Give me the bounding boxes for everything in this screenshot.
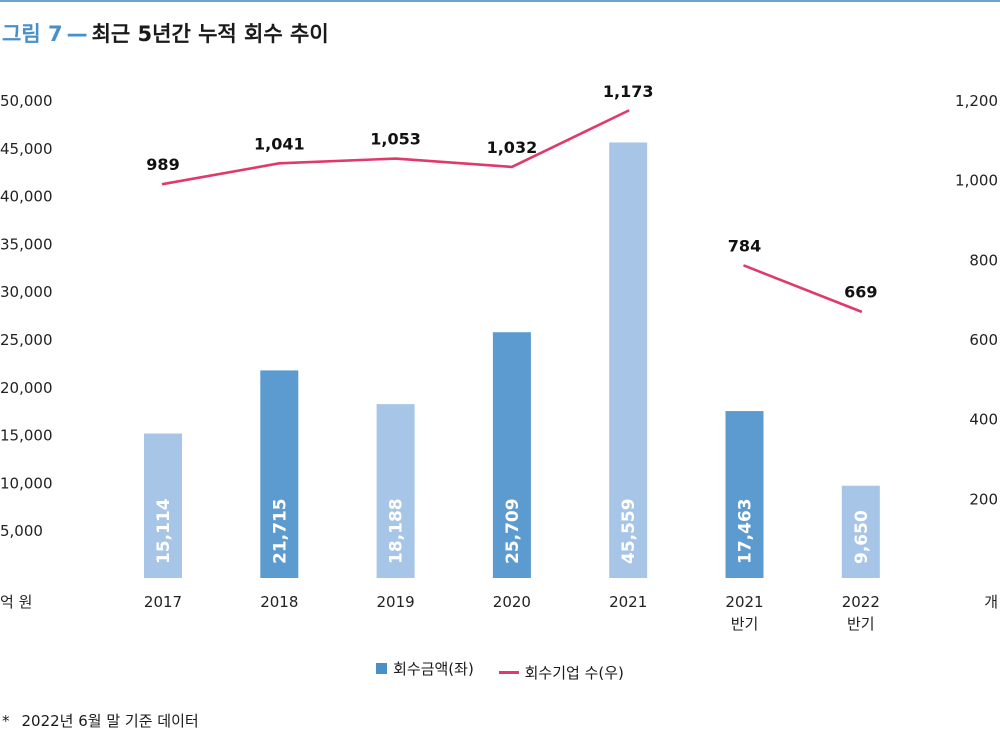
footnote: * 2022년 6월 말 기준 데이터 [2, 710, 199, 731]
x-tick-label: 2020 [493, 593, 531, 611]
legend-line-label: 회수기업 수(우) [524, 664, 624, 682]
x-tick-label: 2021 [725, 593, 763, 611]
right-axis-tick-label: 800 [969, 251, 998, 269]
x-tick-label: 반기 [731, 615, 759, 633]
figure-label: 그림 7 [2, 22, 63, 46]
bar [144, 433, 182, 578]
x-tick-label: 2019 [377, 593, 415, 611]
right-axis-tick-label: 400 [969, 411, 998, 429]
right-axis-tick-label: 200 [969, 490, 998, 508]
line-value-label: 1,173 [603, 82, 654, 101]
left-axis-unit: 억 원 [0, 593, 32, 611]
x-tick-label: 2021 [609, 593, 647, 611]
bar [376, 404, 415, 578]
left-axis-tick-label: 45,000 [0, 140, 53, 158]
line-value-label: 1,041 [254, 134, 305, 153]
left-axis-tick-label: 10,000 [0, 474, 53, 492]
top-rule [0, 0, 1000, 2]
legend-bar-label: 회수금액(좌) [393, 660, 474, 678]
bar-value-label: 17,463 [736, 498, 756, 564]
figure-title: 그림 7— 최근 5년간 누적 회수 추이 [2, 18, 329, 48]
legend-item-line: 회수기업 수(우) [498, 662, 624, 683]
bar-value-label: 25,709 [503, 498, 523, 564]
footnote-mark: * [2, 712, 10, 730]
line-value-label: 1,032 [487, 138, 538, 157]
bar-value-label: 45,559 [619, 498, 639, 564]
bar [609, 142, 648, 578]
line-value-label: 669 [844, 283, 877, 302]
legend-item-bar: 회수금액(좌) [376, 658, 474, 679]
right-axis-tick-label: 1,200 [955, 92, 998, 110]
x-tick-label: 반기 [847, 615, 875, 633]
bar-value-label: 18,188 [387, 498, 407, 564]
bar [725, 411, 764, 578]
bar-value-label: 9,650 [852, 510, 872, 564]
line-series-segment [743, 264, 863, 313]
left-axis-tick-label: 5,000 [0, 522, 43, 540]
legend-line-swatch [498, 671, 519, 674]
chart-canvas: 5,000 10,000 15,000 20,000 25,000 30,000 35,00… [0, 82, 998, 633]
right-axis-tick-label: 1,000 [955, 172, 998, 190]
line-value-label: 1,053 [370, 130, 421, 149]
bar-value-label: 21,715 [270, 498, 290, 564]
x-tick-label: 2018 [260, 593, 298, 611]
left-axis-tick-label: 15,000 [0, 427, 53, 445]
left-axis-tick-label: 20,000 [0, 379, 53, 397]
left-axis-tick-label: 40,000 [0, 188, 53, 206]
figure-title-text: 최근 5년간 누적 회수 추이 [91, 22, 329, 46]
left-axis-tick-label: 25,000 [0, 331, 53, 349]
line-value-label: 784 [728, 237, 761, 256]
chart-legend: 회수금액(좌) 회수기업 수(우) [0, 658, 1000, 683]
title-dash: — [66, 22, 88, 46]
x-tick-label: 2017 [144, 593, 182, 611]
left-axis-tick-label: 35,000 [0, 235, 53, 253]
x-tick-label: 2022 [842, 593, 880, 611]
legend-bar-swatch [376, 663, 388, 674]
line-value-label: 989 [146, 155, 179, 174]
bar-value-label: 15,114 [154, 498, 174, 564]
footnote-text: 2022년 6월 말 기준 데이터 [21, 712, 199, 730]
right-axis-tick-label: 600 [969, 331, 998, 349]
left-axis-tick-label: 50,000 [0, 92, 53, 110]
right-axis-unit: 개 [984, 593, 998, 611]
line-series-segment [161, 109, 630, 186]
bar [260, 370, 299, 578]
left-axis-tick-label: 30,000 [0, 283, 53, 301]
bar [492, 332, 531, 578]
bar [841, 485, 880, 578]
